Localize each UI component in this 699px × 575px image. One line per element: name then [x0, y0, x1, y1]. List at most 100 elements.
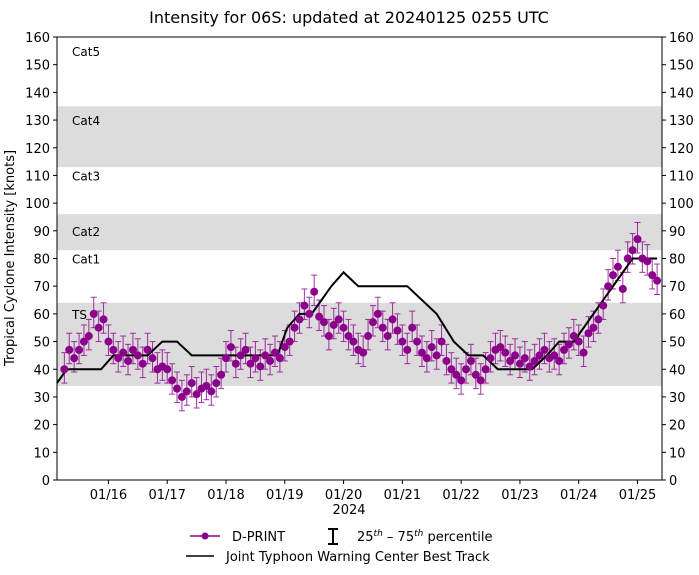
y-tick-label-left: 30: [33, 391, 50, 406]
dprint-point: [334, 315, 343, 324]
dprint-point: [290, 323, 299, 332]
dprint-point: [442, 356, 451, 365]
dprint-point: [295, 315, 304, 324]
dprint-point: [555, 356, 564, 365]
dprint-point: [378, 323, 387, 332]
dprint-point: [388, 315, 397, 324]
y-tick-label-left: 20: [33, 419, 50, 434]
dprint-point: [633, 235, 642, 244]
dprint-point: [368, 318, 377, 327]
band-label-cat2: Cat2: [72, 225, 100, 239]
best-track-line: [56, 257, 658, 384]
x-tick-label: 01/20: [325, 488, 362, 503]
dprint-point: [187, 379, 196, 388]
dprint-point: [266, 356, 275, 365]
band-label-cat4: Cat4: [72, 114, 100, 128]
dprint-point: [525, 362, 534, 371]
dprint-point: [75, 345, 84, 354]
x-tick-label: 01/22: [442, 488, 479, 503]
legend-dprint-label: D-PRINT: [232, 530, 285, 545]
dprint-point: [241, 345, 250, 354]
x-axis-ticks: 01/16 01/17 01/18 01/19 01/20 01/21 01/22 01/23…: [90, 480, 656, 503]
dprint-point: [437, 337, 446, 346]
y-tick-label-left: 130: [25, 114, 50, 129]
dprint-point: [447, 365, 456, 374]
y-tick-label-left: 0: [42, 474, 50, 489]
dprint-point: [364, 332, 373, 341]
dprint-point: [653, 276, 662, 285]
dprint-point: [398, 337, 407, 346]
y-tick-label-right: 110: [669, 169, 694, 184]
y-tick-label-left: 60: [33, 308, 50, 323]
dprint-point: [452, 370, 461, 379]
dprint-point: [128, 345, 137, 354]
y-tick-label-left: 120: [25, 142, 50, 157]
dprint-point: [173, 384, 182, 393]
dprint-point: [70, 354, 79, 363]
dprint-point: [481, 365, 490, 374]
dprint-point: [163, 365, 172, 374]
dprint-point: [462, 365, 471, 374]
dprint-point: [501, 348, 510, 357]
dprint-point: [471, 370, 480, 379]
y-tick-label-right: 10: [669, 446, 686, 461]
dprint-point: [609, 271, 618, 280]
dprint-point: [408, 323, 417, 332]
dprint-point: [496, 343, 505, 352]
dprint-point: [535, 351, 544, 360]
dprint-point: [373, 309, 382, 318]
dprint-point: [604, 282, 613, 291]
dprint-point: [560, 345, 569, 354]
dprint-point: [476, 376, 485, 385]
dprint-point: [589, 323, 598, 332]
band-label-cat3: Cat3: [72, 169, 100, 183]
dprint-point: [349, 337, 358, 346]
y-tick-label-right: 0: [669, 474, 677, 489]
dprint-point: [643, 257, 652, 266]
y-tick-label-left: 90: [33, 225, 50, 240]
dprint-point: [540, 345, 549, 354]
legend: D-PRINT 25th – 75th percentile Joint Typ…: [186, 528, 492, 565]
dprint-point: [393, 326, 402, 335]
dprint-point: [383, 332, 392, 341]
dprint-point: [564, 340, 573, 349]
dprint-point: [236, 351, 245, 360]
dprint-point: [168, 376, 177, 385]
dprint-point: [417, 348, 426, 357]
dprint-point: [99, 315, 108, 324]
y-tick-label-right: 60: [669, 308, 686, 323]
plot-frame: [56, 36, 663, 481]
dprint-point: [515, 359, 524, 368]
y-tick-label-right: 90: [669, 225, 686, 240]
dprint-point: [104, 337, 113, 346]
dprint-point: [231, 359, 240, 368]
best-track-series: [56, 257, 658, 384]
dprint-point: [246, 359, 255, 368]
x-tick-label: 01/23: [501, 488, 538, 503]
dprint-point: [226, 343, 235, 352]
dprint-point: [329, 320, 338, 329]
dprint-point: [413, 337, 422, 346]
dprint-point: [339, 323, 348, 332]
y-tick-label-right: 30: [669, 391, 686, 406]
dprint-point: [89, 309, 98, 318]
dprint-point: [207, 387, 216, 396]
y-tick-label-left: 110: [25, 169, 50, 184]
dprint-point: [212, 379, 221, 388]
dprint-point: [648, 271, 657, 280]
dprint-point: [177, 392, 186, 401]
y-tick-label-left: 100: [25, 197, 50, 212]
legend-dprint-marker: [201, 532, 209, 540]
dprint-point: [520, 354, 529, 363]
legend-errorbar-icon: [328, 528, 338, 545]
y-tick-label-left: 40: [33, 363, 50, 378]
dprint-series: [60, 235, 662, 401]
x-tick-label: 01/25: [619, 488, 656, 503]
dprint-point: [222, 354, 231, 363]
chart-title: Intensity for 06S: updated at 20240125 0…: [149, 8, 549, 27]
dprint-point: [310, 287, 319, 296]
y-tick-label-right: 100: [669, 197, 694, 212]
band-label-ts: TS: [71, 308, 87, 322]
dprint-point: [422, 354, 431, 363]
